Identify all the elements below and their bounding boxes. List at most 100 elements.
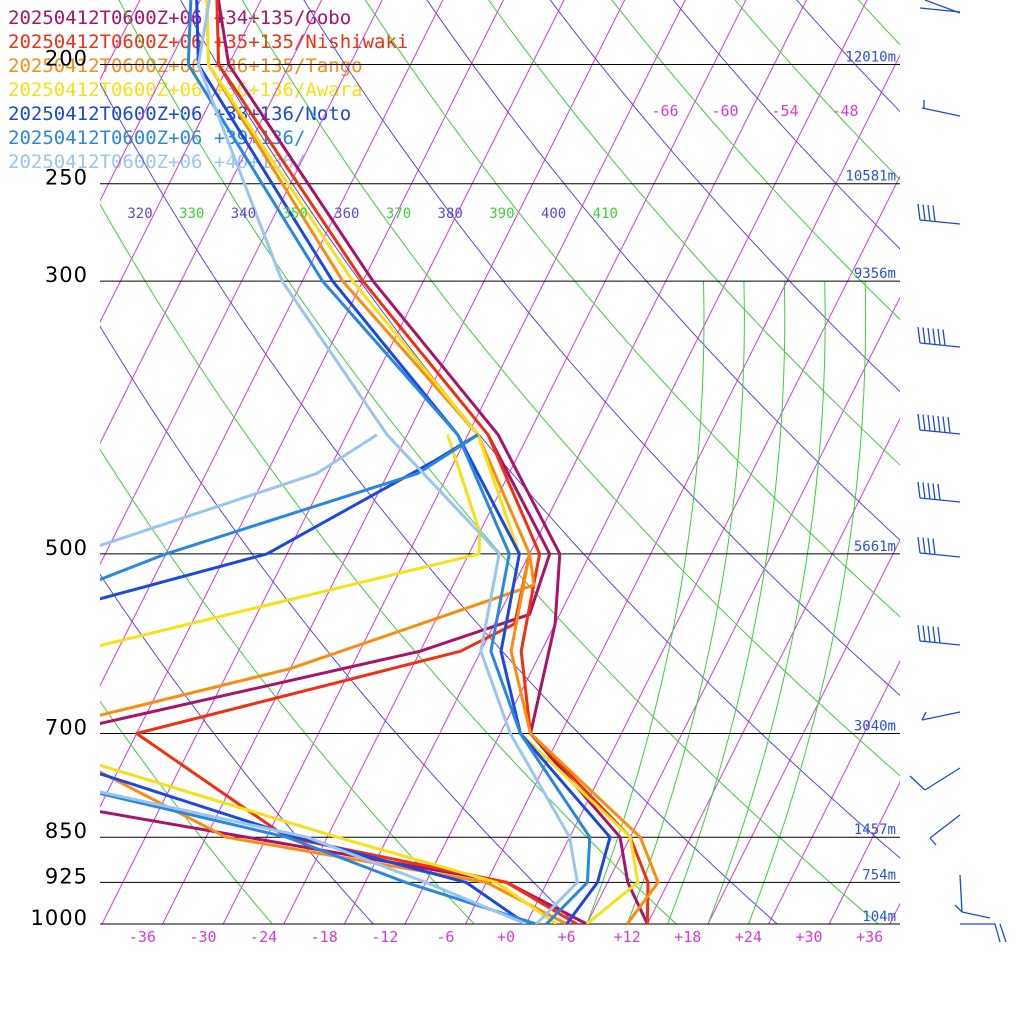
- moist-adiabat-line: [707, 281, 826, 924]
- theta-label: 360: [334, 206, 359, 222]
- dewpoint-profile-line: [100, 434, 588, 924]
- pressure-label: 500: [45, 536, 88, 560]
- x-tick-label: +6: [558, 928, 576, 946]
- pressure-label: 300: [45, 263, 88, 287]
- x-tick-label: +0: [497, 928, 515, 946]
- isotherm-line: [0, 0, 69, 924]
- x-tick-label: +30: [795, 928, 822, 946]
- pressure-label: 1000: [31, 906, 88, 930]
- x-tick-label: -6: [436, 928, 454, 946]
- height-label: 104m: [862, 909, 896, 925]
- dry-adiabat-line: [426, 0, 900, 541]
- upper-isotherm-label: -48: [831, 102, 858, 120]
- dewpoint-profile-line: [100, 434, 558, 924]
- x-tick-label: -18: [311, 928, 338, 946]
- legend-entry: 20250412T0600Z+06 +35+135/Nishiwaki: [8, 31, 409, 53]
- x-tick-label: -12: [371, 928, 398, 946]
- theta-label: 390: [489, 206, 514, 222]
- dry-adiabat-line: [578, 0, 1024, 924]
- theta-label: 350: [282, 206, 307, 222]
- x-tick-label: +12: [614, 928, 641, 946]
- isotherm-line: [222, 0, 686, 924]
- dewpoint-profile-line: [100, 553, 568, 924]
- isotherm-line: [707, 538, 900, 924]
- dry-adiabat-line: [857, 0, 900, 46]
- dry-adiabat-line: [364, 0, 900, 618]
- isotherm-line: [0, 0, 372, 924]
- isotherm-line: [100, 0, 141, 81]
- theta-label: 380: [438, 206, 463, 222]
- pressure-label: 925: [45, 864, 88, 888]
- wind-barb: [917, 413, 961, 435]
- temperature-profile-line: [186, 0, 592, 924]
- isotherm-line: [100, 0, 504, 808]
- isotherm-line: [586, 296, 900, 924]
- isotherm-line: [0, 0, 432, 924]
- wind-barb: [929, 814, 961, 839]
- dewpoint-profile-line: [135, 553, 578, 924]
- dry-adiabat-line: [100, 82, 778, 924]
- isotherm-line: [343, 0, 807, 924]
- theta-label: 400: [541, 206, 566, 222]
- dry-adiabat-line: [611, 0, 900, 321]
- isotherm-line: [404, 0, 868, 924]
- temperature-profile-line: [195, 0, 612, 924]
- wind-barb: [917, 203, 961, 225]
- isotherm-line: [0, 0, 493, 924]
- pressure-label: 700: [45, 716, 88, 740]
- wind-barb: [917, 624, 961, 646]
- pressure-label: 850: [45, 819, 88, 843]
- wind-barb: [924, 767, 961, 791]
- isotherm-line: [889, 902, 900, 924]
- wind-barb: [917, 326, 961, 348]
- isotherm-line: [162, 0, 626, 924]
- moist-adiabat-line: [586, 281, 705, 924]
- theta-label: 320: [127, 206, 152, 222]
- dry-adiabat-line: [734, 0, 900, 181]
- isotherm-line: [646, 417, 900, 924]
- height-label: 3040m: [854, 719, 896, 735]
- dry-adiabat-line: [623, 0, 1024, 924]
- x-tick-label: -30: [189, 928, 216, 946]
- wind-barb: [917, 481, 961, 503]
- x-tick-label: +36: [856, 928, 883, 946]
- dewpoint-profile-line: [100, 433, 528, 924]
- height-label: 5661m: [854, 539, 896, 555]
- x-tick-label: -36: [129, 928, 156, 946]
- dry-adiabat-line: [549, 0, 900, 393]
- dry-adiabat-line: [488, 0, 900, 466]
- dry-adiabat-line: [241, 0, 900, 777]
- dry-adiabat-line: [796, 0, 900, 113]
- dry-adiabat-line: [672, 0, 900, 250]
- height-label: 12010m: [845, 50, 896, 66]
- dry-adiabat-line: [100, 448, 475, 924]
- isotherm-line: [0, 0, 311, 924]
- moist-adiabat-line: [667, 281, 786, 924]
- x-tick-label: +18: [674, 928, 701, 946]
- height-label: 1457m: [854, 822, 896, 838]
- pressure-label: 200: [45, 47, 88, 71]
- height-label: 10581m: [845, 169, 896, 185]
- temperature-profile-line: [205, 0, 640, 924]
- temperature-profile-line: [217, 0, 649, 924]
- temperature-profile-line: [205, 0, 660, 924]
- theta-label: 340: [231, 206, 256, 222]
- wind-barb: [924, 0, 961, 14]
- moist-adiabat-line: [626, 281, 745, 924]
- dewpoint-profile-line: [100, 433, 537, 924]
- dry-adiabat-line: [303, 0, 900, 696]
- dry-adiabat-line: [118, 0, 879, 924]
- wind-barb: [959, 874, 963, 913]
- wind-barb: [921, 107, 961, 117]
- isotherm-line: [525, 175, 900, 924]
- upper-isotherm-label: -54: [771, 102, 798, 120]
- dry-adiabat-line: [100, 325, 576, 924]
- dewpoint-profile-line: [100, 433, 527, 924]
- height-label: 9356m: [854, 266, 896, 282]
- pressure-label: 250: [45, 166, 88, 190]
- isotherm-line: [0, 0, 8, 924]
- isotherm-line: [0, 0, 129, 924]
- x-tick-label: +24: [735, 928, 762, 946]
- temperature-profile-line: [196, 0, 579, 924]
